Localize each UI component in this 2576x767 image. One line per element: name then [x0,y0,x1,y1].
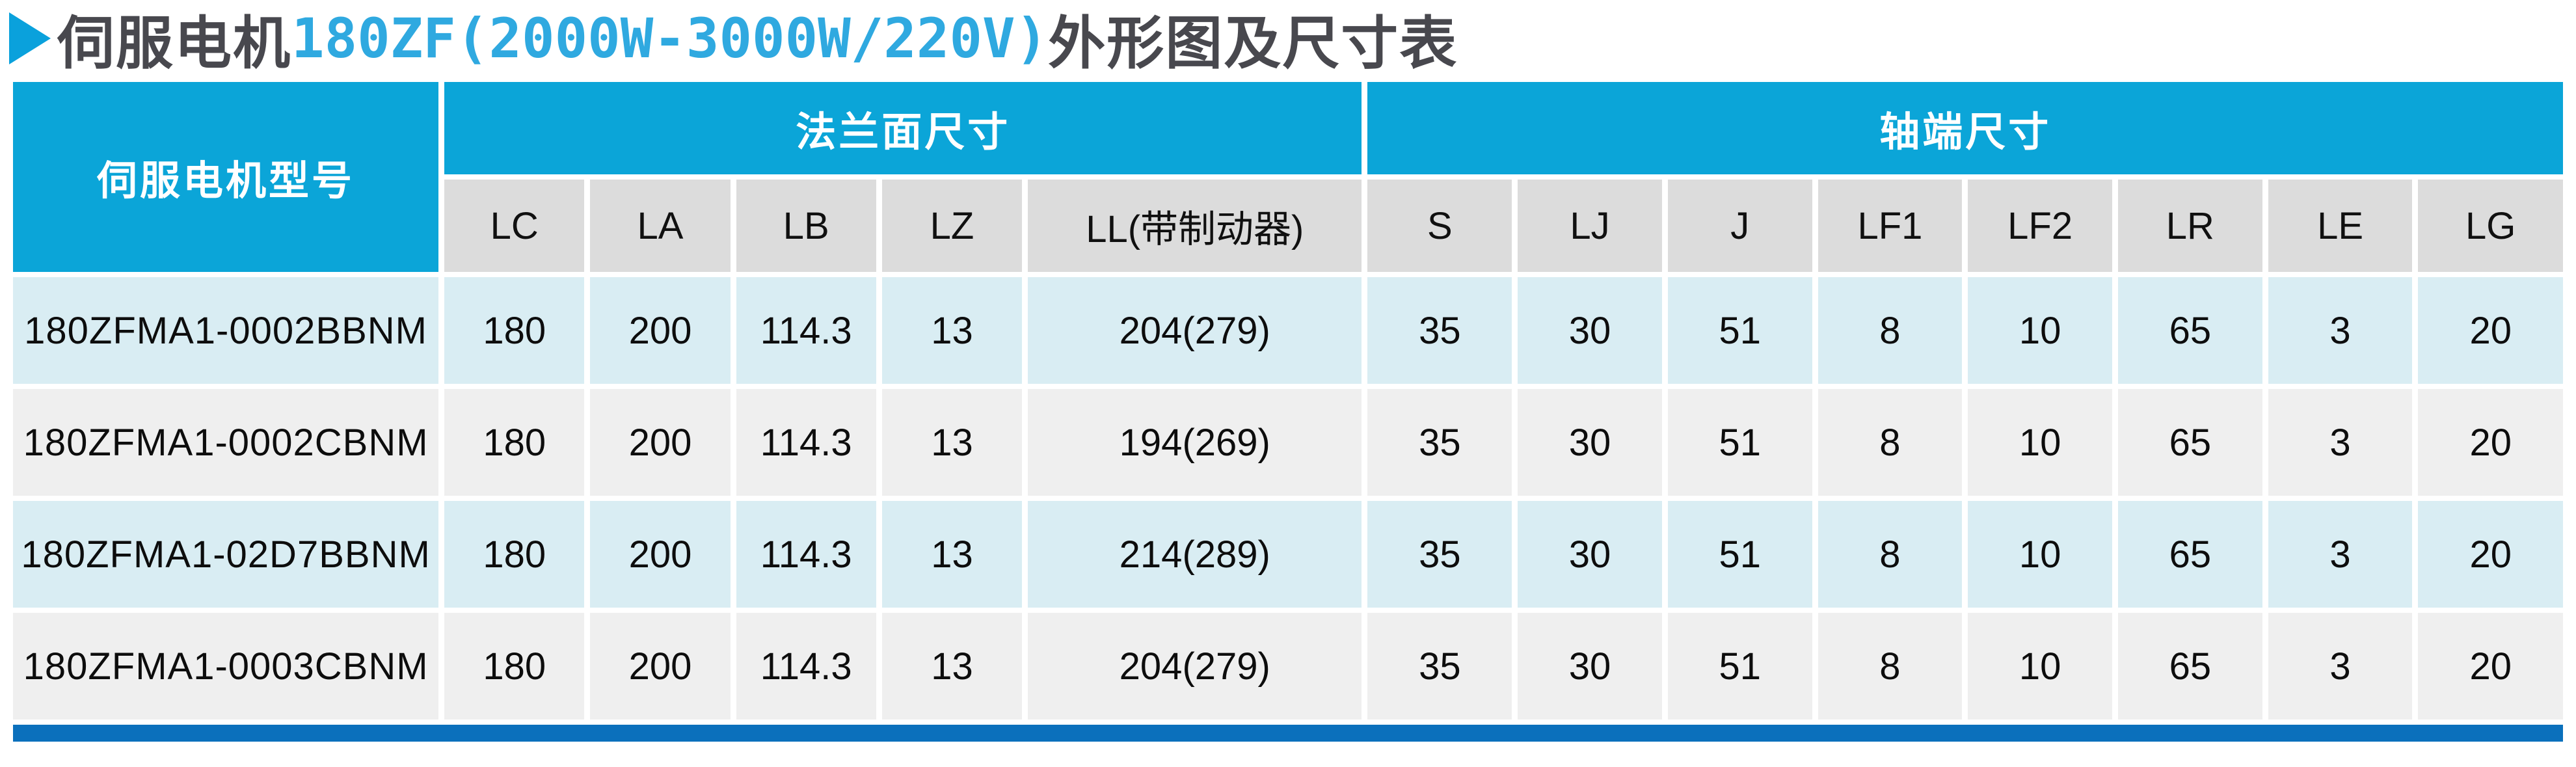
cell: 114.3 [736,613,876,720]
cell: 180 [444,389,585,496]
cell: 30 [1518,277,1662,384]
cell: 51 [1667,613,1812,720]
header-lf1: LF1 [1818,180,1963,272]
cell: 180 [444,277,585,384]
cell-model: 180ZFMA1-0003CBNM [13,613,439,720]
cell: 30 [1518,613,1662,720]
triangle-bullet-icon [9,12,51,64]
cell: 214(289) [1028,501,1362,608]
cell: 10 [1968,501,2112,608]
cell: 3 [2268,613,2413,720]
header-lb: LB [736,180,876,272]
header-lc: LC [444,180,585,272]
cell-model: 180ZFMA1-0002CBNM [13,389,439,496]
title-model-range: 180ZF(2000W-3000W/220V) [291,7,1049,70]
cell-model: 180ZFMA1-02D7BBNM [13,501,439,608]
header-lz: LZ [881,180,1023,272]
cell: 10 [1968,389,2112,496]
header-j: J [1667,180,1812,272]
cell: 10 [1968,613,2112,720]
cell: 20 [2418,389,2563,496]
header-le: LE [2268,180,2413,272]
cell: 114.3 [736,277,876,384]
cell: 30 [1518,389,1662,496]
cell-model: 180ZFMA1-0002BBNM [13,277,439,384]
table-row: 180ZFMA1-02D7BBNM 180 200 114.3 13 214(2… [13,501,2563,608]
cell: 3 [2268,389,2413,496]
cell: 8 [1818,613,1963,720]
cell: 65 [2117,389,2262,496]
header-model-column: 伺服电机型号 [13,82,439,272]
cell: 35 [1367,389,1512,496]
cell: 10 [1968,277,2112,384]
cell: 65 [2117,613,2262,720]
dimension-table-wrapper: 伺服电机型号 法兰面尺寸 轴端尺寸 LC LA LB LZ LL(带制动器) S… [7,77,2569,725]
cell: 35 [1367,501,1512,608]
header-la: LA [590,180,731,272]
header-lg: LG [2418,180,2563,272]
cell: 200 [590,277,731,384]
header-ll-brake: LL(带制动器) [1028,180,1362,272]
cell: 13 [881,389,1023,496]
cell: 204(279) [1028,613,1362,720]
cell: 20 [2418,277,2563,384]
cell: 65 [2117,277,2262,384]
table-row: 180ZFMA1-0002BBNM 180 200 114.3 13 204(2… [13,277,2563,384]
cell: 20 [2418,501,2563,608]
cell: 30 [1518,501,1662,608]
cell: 194(269) [1028,389,1362,496]
cell: 8 [1818,389,1963,496]
cell: 8 [1818,501,1963,608]
page-title: 伺服电机 180ZF(2000W-3000W/220V) 外形图及尺寸表 [0,0,2576,77]
cell: 114.3 [736,389,876,496]
cell: 180 [444,613,585,720]
cell: 13 [881,277,1023,384]
cell: 8 [1818,277,1963,384]
cell: 200 [590,501,731,608]
cell: 13 [881,501,1023,608]
cell: 3 [2268,277,2413,384]
header-lj: LJ [1518,180,1662,272]
cell: 51 [1667,277,1812,384]
header-columns-row: LC LA LB LZ LL(带制动器) S LJ J LF1 LF2 LR L… [13,180,2563,272]
header-s: S [1367,180,1512,272]
cell: 3 [2268,501,2413,608]
cell: 204(279) [1028,277,1362,384]
cell: 180 [444,501,585,608]
header-group-shaft: 轴端尺寸 [1367,82,2563,174]
cell: 65 [2117,501,2262,608]
cell: 51 [1667,501,1812,608]
cell: 200 [590,613,731,720]
bottom-accent-bar [13,725,2563,742]
cell: 35 [1367,613,1512,720]
header-group-row: 伺服电机型号 法兰面尺寸 轴端尺寸 [13,82,2563,272]
cell: 51 [1667,389,1812,496]
title-suffix: 外形图及尺寸表 [1048,10,1458,75]
table-row: 180ZFMA1-0003CBNM 180 200 114.3 13 204(2… [13,613,2563,720]
header-group-flange: 法兰面尺寸 [444,82,1362,174]
header-lr: LR [2117,180,2262,272]
header-lf2: LF2 [1968,180,2112,272]
cell: 35 [1367,277,1512,384]
cell: 200 [590,389,731,496]
title-prefix: 伺服电机 [57,10,292,75]
cell: 20 [2418,613,2563,720]
cell: 114.3 [736,501,876,608]
table-row: 180ZFMA1-0002CBNM 180 200 114.3 13 194(2… [13,389,2563,496]
dimension-table: 伺服电机型号 法兰面尺寸 轴端尺寸 LC LA LB LZ LL(带制动器) S… [7,77,2569,725]
cell: 13 [881,613,1023,720]
